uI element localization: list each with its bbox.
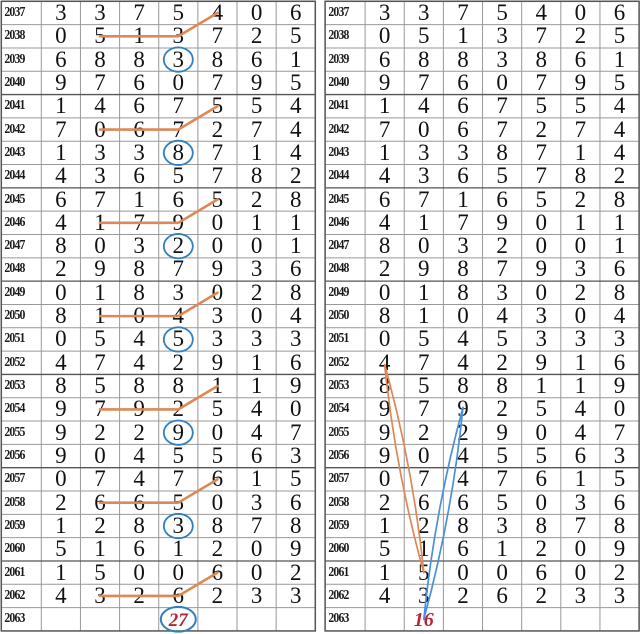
svg-text:27: 27 (168, 610, 190, 631)
svg-text:16: 16 (414, 609, 434, 631)
